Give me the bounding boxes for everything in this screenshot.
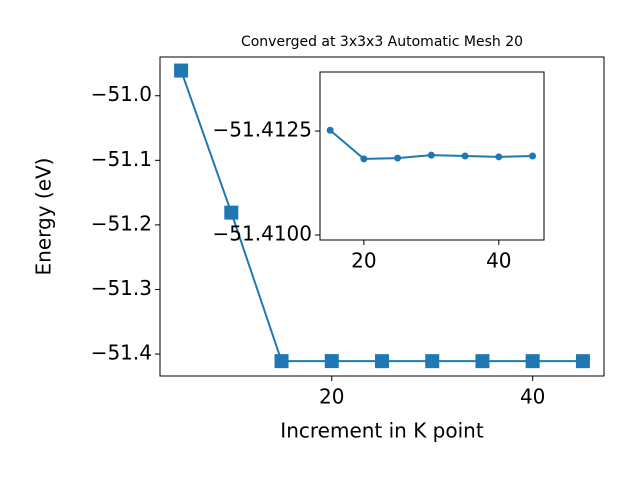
marker	[274, 354, 289, 369]
marker	[525, 354, 540, 369]
marker	[324, 354, 339, 369]
marker	[425, 354, 440, 369]
y-tick-label: −51.1	[91, 147, 152, 171]
marker	[495, 153, 503, 161]
y-tick-label: −51.4100	[213, 222, 312, 246]
chart-title: Converged at 3x3x3 Automatic Mesh 20	[241, 34, 523, 50]
marker	[375, 354, 389, 369]
y-tick-label: −51.4	[91, 341, 152, 365]
y-axis-label: Energy (eV)	[32, 158, 56, 276]
x-tick-label: 40	[486, 249, 511, 273]
x-axis-label: Increment in K point	[280, 419, 484, 443]
marker	[394, 154, 402, 162]
marker	[427, 151, 435, 159]
x-tick-label: 20	[319, 385, 344, 409]
y-tick-label: −51.3	[91, 276, 152, 300]
marker	[461, 152, 469, 160]
marker	[360, 155, 368, 163]
marker	[326, 126, 334, 134]
y-tick-label: −51.2	[91, 211, 152, 235]
x-tick-label: 40	[520, 385, 545, 409]
marker	[224, 205, 239, 220]
marker	[575, 354, 590, 369]
marker	[529, 152, 537, 160]
x-tick-label: 20	[351, 249, 376, 273]
y-tick-label: −51.4125	[213, 118, 312, 142]
marker	[475, 354, 490, 369]
y-tick-label: −51.0	[91, 82, 152, 106]
marker	[174, 63, 189, 78]
